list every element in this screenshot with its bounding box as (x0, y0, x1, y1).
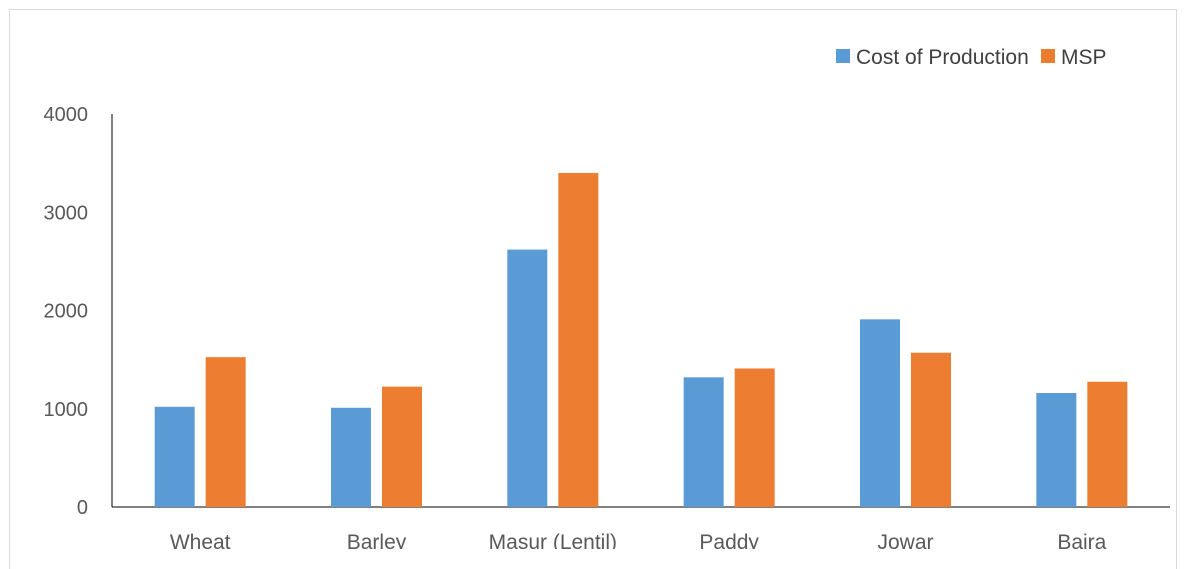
x-category-label: Jowar (877, 531, 933, 549)
y-tick-label: 1000 (44, 399, 89, 421)
bar-msp (1087, 381, 1128, 507)
bar-cost-of-production (860, 319, 900, 507)
y-tick-label: 3000 (44, 202, 89, 224)
y-tick-label: 2000 (44, 301, 89, 323)
legend-label: MSP (1061, 46, 1107, 69)
x-category-label: Bajra (1057, 531, 1106, 549)
x-category-label: Barley (347, 531, 407, 549)
y-tick-label: 0 (77, 497, 88, 519)
x-category-label: Wheat (170, 531, 231, 549)
bar-cost-of-production (507, 249, 548, 507)
legend-label: Cost of Production (856, 46, 1029, 69)
bar-msp (205, 357, 246, 507)
bar-msp (911, 352, 951, 507)
bar-msp (734, 368, 775, 507)
y-tick-label: 4000 (44, 104, 89, 126)
bar-cost-of-production (1036, 393, 1077, 507)
legend-swatch (836, 49, 850, 63)
bar-cost-of-production (331, 407, 371, 507)
x-category-label: Paddy (699, 531, 759, 549)
bar-msp (558, 172, 599, 507)
bar-msp (382, 386, 422, 507)
x-category-label: Masur (Lentil) (489, 531, 617, 549)
bar-cost-of-production (154, 406, 195, 507)
bar-chart: 0 1000 2000 3000 4000 Wheat Barley Masur (Lenti… (44, 46, 1170, 549)
bar-cost-of-production (683, 377, 724, 507)
legend-swatch (1041, 49, 1055, 63)
